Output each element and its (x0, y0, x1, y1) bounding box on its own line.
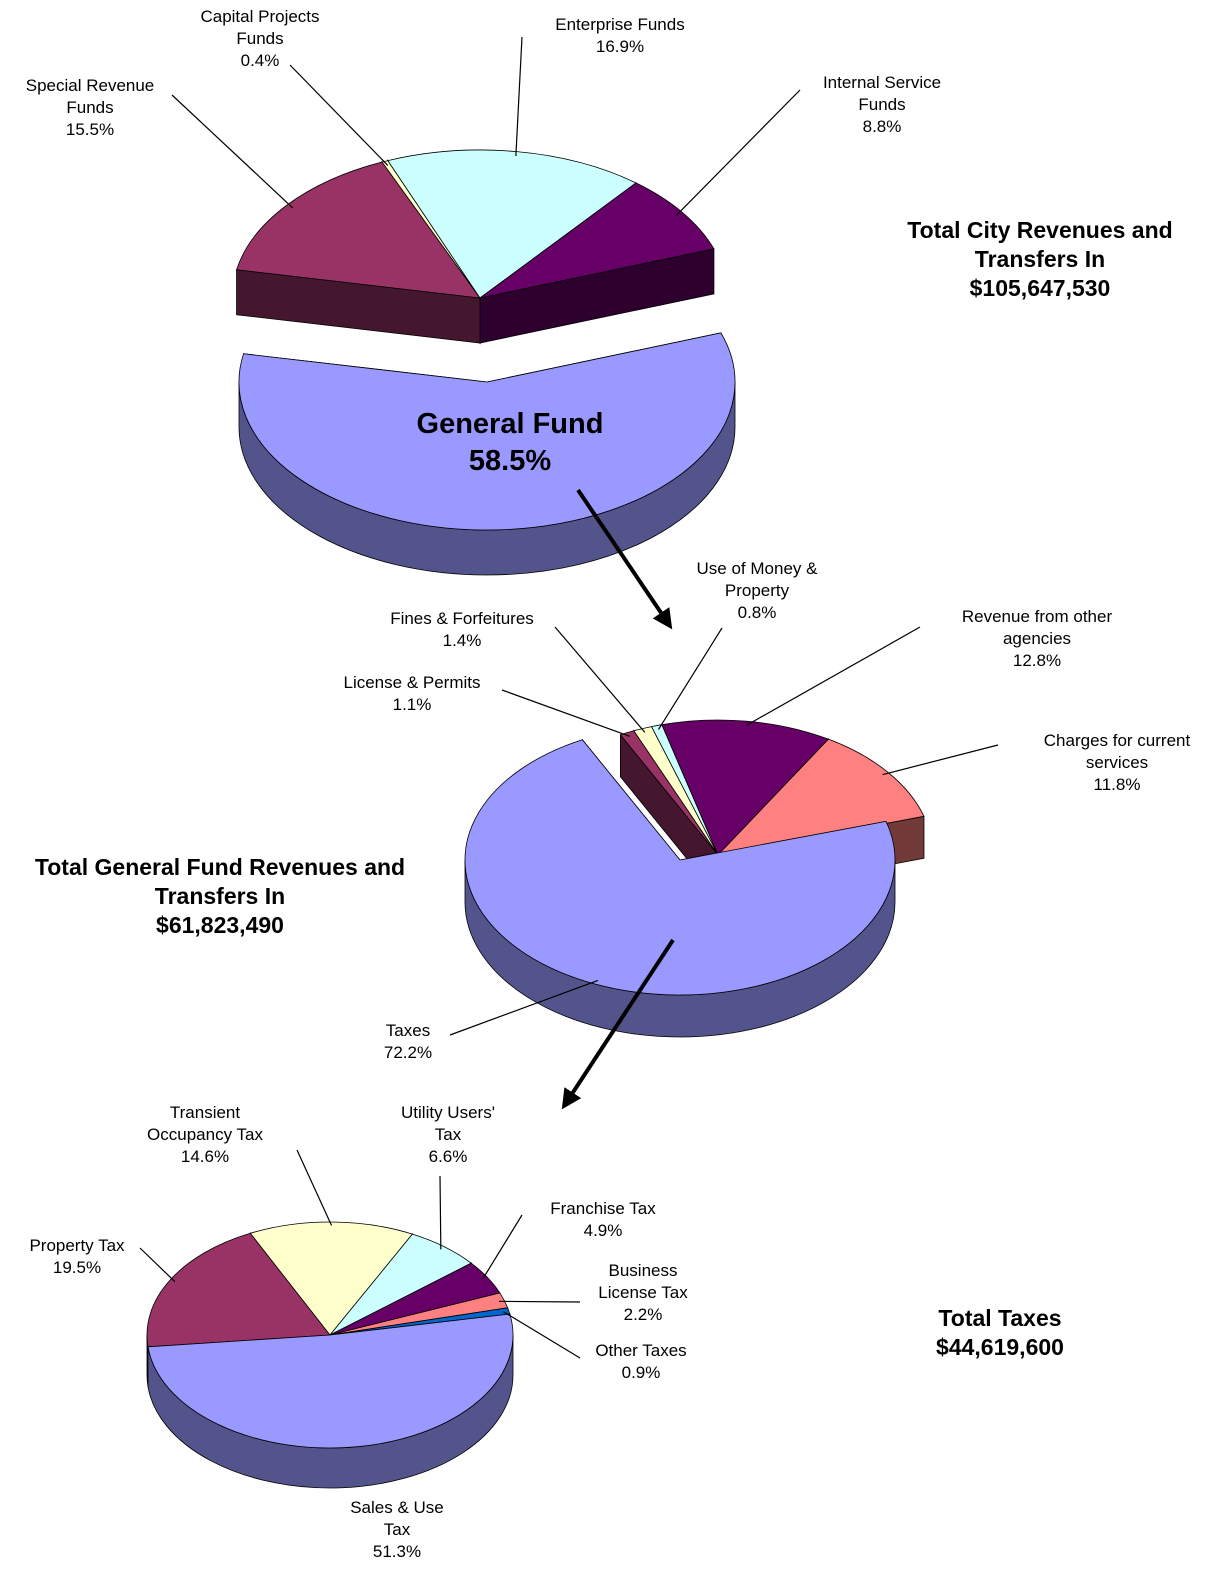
leader-line (503, 1311, 581, 1359)
slice (464, 739, 896, 996)
slice-label: Revenue from other agencies (961, 607, 1113, 648)
value-label: 11.8% (1093, 775, 1141, 794)
slice (238, 332, 736, 531)
leaders (139, 36, 999, 1359)
slice (387, 149, 637, 299)
slice-label: Special Revenue Funds (25, 76, 155, 117)
value-label: 1.1% (392, 695, 432, 714)
value-label: 8.8% (862, 117, 902, 136)
leader-line (449, 979, 599, 1036)
leader-line (676, 89, 801, 216)
chart-subtitle: $61,823,490 (156, 912, 284, 938)
slice-label: Enterprise Funds (555, 15, 685, 34)
arrow (576, 488, 673, 630)
value-label: 14.6% (180, 1147, 230, 1166)
slice-label: Fines & Forfeitures (390, 609, 534, 628)
leader-line (139, 1247, 176, 1283)
slice-label: Taxes (385, 1021, 431, 1040)
slice-label: Internal Service Funds (822, 73, 942, 114)
leader-line (482, 1214, 523, 1280)
leader-line (498, 1300, 581, 1303)
chart-title: Total Taxes (938, 1305, 1062, 1331)
slice (146, 1232, 331, 1348)
slice-label: Business License Tax (598, 1261, 688, 1302)
chart-subtitle: $44,619,600 (936, 1334, 1064, 1360)
value-label: 4.9% (583, 1221, 623, 1240)
slice (249, 1221, 414, 1336)
slice-label: General Fund (416, 408, 604, 440)
slice-label: Capital Projects Funds (200, 7, 320, 48)
arrow (561, 938, 675, 1110)
chart-title: Total City Revenues and Transfers In (907, 217, 1173, 272)
pies (146, 149, 925, 1489)
slice-label: Utility Users' Tax (401, 1103, 495, 1144)
value-label: 0.9% (621, 1363, 661, 1382)
value-label: 19.5% (52, 1258, 102, 1277)
leader-line (882, 744, 999, 776)
leader-line (501, 689, 630, 737)
value-label: 51.3% (372, 1542, 422, 1561)
slice-label: Use of Money & Property (696, 559, 818, 600)
slice (147, 1313, 514, 1449)
slice (236, 161, 481, 299)
slice-label: Franchise Tax (550, 1199, 656, 1218)
slice-label: Property Tax (29, 1236, 125, 1255)
slice (479, 182, 715, 299)
slice-label: Charges for current services (1043, 731, 1191, 772)
value-label: 0.4% (240, 51, 280, 70)
slice-label: Sales & Use Tax (350, 1498, 444, 1539)
leader-line (658, 627, 723, 730)
leader-line (439, 1175, 442, 1250)
leader-line (554, 626, 646, 733)
value-label: 15.5% (65, 120, 115, 139)
value-label: 2.2% (623, 1305, 663, 1324)
chart-subtitle: $105,647,530 (969, 275, 1111, 301)
leader-line (289, 64, 389, 166)
slice (661, 719, 830, 856)
leader-line (296, 1149, 333, 1226)
value-label: 12.8% (1012, 651, 1062, 670)
value-label: 1.4% (442, 631, 482, 650)
value-label: 0.8% (737, 603, 777, 622)
leader-line (515, 36, 523, 157)
slice (716, 738, 925, 856)
value-label: 72.2% (383, 1043, 433, 1062)
value-label: 16.9% (595, 37, 645, 56)
chart-title: Total General Fund Revenues and Transfer… (34, 854, 406, 909)
leader-line (171, 94, 294, 209)
slice-label: License & Permits (343, 673, 481, 692)
slice-label: Transient Occupancy Tax (147, 1103, 263, 1144)
leader-line (746, 626, 921, 726)
value-label: 58.5% (468, 445, 552, 477)
slice-label: Other Taxes (595, 1341, 687, 1360)
value-label: 6.6% (428, 1147, 468, 1166)
